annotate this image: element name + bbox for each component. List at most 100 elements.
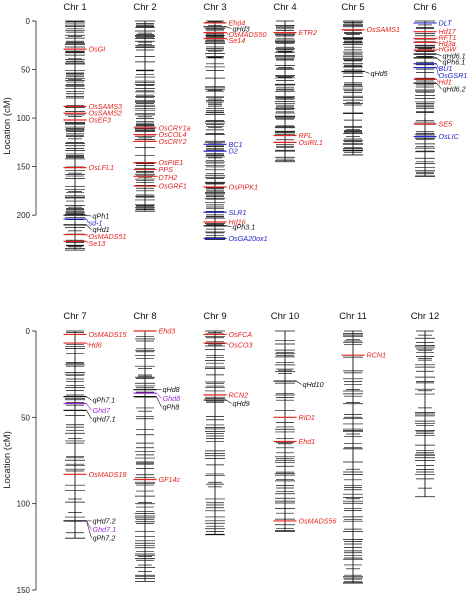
gene-leader-line <box>436 63 439 69</box>
gene-label: OsFCA <box>229 330 253 339</box>
chromosome-title: Chr 6 <box>413 2 436 13</box>
gene-label: qHd8 <box>163 385 180 394</box>
y-axis-title: Location (cM) <box>2 97 13 155</box>
chromosome-chr-5: Chr 5 OsSAMS1 qHd5 <box>341 2 401 156</box>
chromosome-title: Chr 5 <box>341 2 364 13</box>
gene-label: Hd1 <box>439 78 452 87</box>
gene-label: SE5 <box>439 119 454 128</box>
y-tick-label: 0 <box>26 17 31 26</box>
gene-label: qHd6.1 <box>443 51 466 60</box>
gene-label: OsEF3 <box>89 116 111 125</box>
gene-label: OsCOL4 <box>159 130 187 139</box>
gene-leader-line <box>86 241 89 244</box>
gene-label: RFT1 <box>439 33 457 42</box>
qtl-leader-line <box>86 520 92 530</box>
gene-label: qHd3 <box>233 24 250 33</box>
gene-label: RCN1 <box>367 351 387 360</box>
gene-label: Hd16 <box>229 217 246 226</box>
gene-label: OsSAMS2 <box>89 109 123 118</box>
gene-label: Hd6 <box>89 340 102 349</box>
chromosome-title: Chr 3 <box>203 2 226 13</box>
qtl-leader-line <box>156 396 162 408</box>
gene-leader-line <box>86 342 89 346</box>
gene-label: OsLFL1 <box>89 163 115 172</box>
qtl-leader-line <box>86 214 92 217</box>
gene-label: RID1 <box>299 413 315 422</box>
qtl-leader-line <box>436 82 442 90</box>
gene-label: OsCRY2 <box>159 137 187 146</box>
gene-leader-line <box>436 79 439 83</box>
y-tick-label: 0 <box>26 327 31 336</box>
gene-label: DLT <box>439 18 453 27</box>
gene-label: ETR2 <box>299 28 317 37</box>
gene-label: qHd10 <box>303 380 324 389</box>
gene-leader-line <box>436 37 439 39</box>
gene-label: OsMADS18 <box>89 470 127 479</box>
gene-label: qHd5 <box>371 69 389 78</box>
gene-label: qHd6.2 <box>443 84 466 93</box>
gene-label: qPh1 <box>93 212 110 221</box>
qtl-leader-line <box>296 380 302 385</box>
gene-label: Ghd7 <box>93 406 112 415</box>
chromosome-chr-10: Chr 10 qHd10 RID1 Ehd1 OsMADS56 <box>271 311 336 532</box>
y-axis-title: Location (cM) <box>2 431 13 489</box>
gene-label: RFL <box>299 131 313 140</box>
gene-label: Ehd1 <box>299 437 316 446</box>
gene-label: OsMADS15 <box>89 330 128 339</box>
qtl-leader-line <box>86 396 92 401</box>
gene-label: OsMADS51 <box>89 232 127 241</box>
gene-label: OsGRF1 <box>159 182 187 191</box>
gene-label: OsGA20ox1 <box>229 234 268 243</box>
gene-label: Hd17 <box>439 27 457 36</box>
gene-label: OsSAMS3 <box>89 102 123 111</box>
y-tick-label: 200 <box>17 211 31 220</box>
gene-label: qHd7.2 <box>93 516 116 525</box>
y-tick-label: 50 <box>21 66 30 75</box>
qtl-leader-line <box>86 520 92 539</box>
qtl-leader-line <box>226 399 232 404</box>
gene-label: qPh7.1 <box>93 396 116 405</box>
gene-leader-line <box>436 48 439 51</box>
y-tick-label: 50 <box>21 413 30 422</box>
chromosome-title: Chr 11 <box>339 311 367 322</box>
gene-label: OsSAMS1 <box>367 25 401 34</box>
gene-label: qPh6.1 <box>443 57 466 66</box>
gene-label: qHd1 <box>93 225 110 234</box>
gene-label: sd-1 <box>89 218 103 227</box>
qtl-leader-line <box>226 26 232 30</box>
gene-leader-line <box>86 218 89 224</box>
chromosome-title: Chr 2 <box>133 2 156 13</box>
gene-label: Se14 <box>229 36 246 45</box>
gene-label: OsIRL1 <box>299 138 323 147</box>
gene-label: DTH2 <box>159 173 178 182</box>
qtl-leader-line <box>436 57 442 63</box>
gene-label: qPh8 <box>163 402 180 411</box>
y-tick-label: 100 <box>17 114 31 123</box>
chromosome-chr-6: Chr 6DLTHd17RFT1Hd3aHGWqHd6.1qPh6.1BU1Os… <box>413 2 468 177</box>
gene-label: BU1 <box>439 64 453 73</box>
qtl-leader-line <box>156 392 162 399</box>
gene-leader-line <box>436 42 439 44</box>
gene-leader-line <box>226 32 229 35</box>
gene-label: qPh3.1 <box>233 222 256 231</box>
qtl-leader-line <box>436 53 442 57</box>
qtl-leader-line <box>364 71 370 74</box>
gene-label: BC1 <box>229 140 243 149</box>
gene-label: OsCO3 <box>229 340 253 349</box>
chromosome-title: Chr 1 <box>63 2 86 13</box>
gene-label: qPh7.2 <box>93 534 116 543</box>
gene-label: HGW <box>439 45 458 54</box>
chromosome-title: Chr 10 <box>271 311 300 322</box>
gene-label: OsGSR1 <box>439 71 468 80</box>
gene-label: OsMADS50 <box>229 30 267 39</box>
gene-leader-line <box>226 342 229 346</box>
gene-label: Ehd4 <box>229 18 246 27</box>
gene-leader-line <box>156 176 159 178</box>
